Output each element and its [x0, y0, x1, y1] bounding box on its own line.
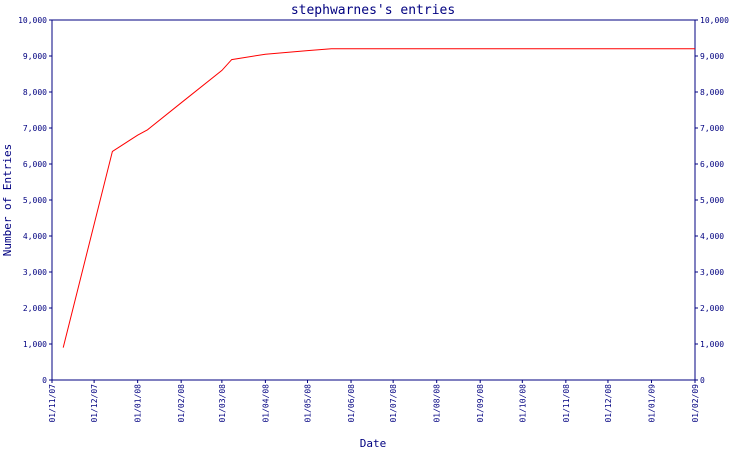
- x-axis-label: Date: [360, 437, 387, 450]
- x-tick-label: 01/09/08: [476, 384, 485, 423]
- y-tick-label-right: 8,000: [700, 88, 724, 97]
- y-tick-label-right: 9,000: [700, 52, 724, 61]
- y-axis-right: 0 1,000 2,000 3,000 4,000 5,000 6,000 7,000 8,00…: [695, 16, 729, 385]
- plot-frame: [51, 19, 696, 381]
- y-axis-left: 0 1,000 2,000 3,000 4,000 5,000 6,000 7,000 8,00…: [18, 16, 52, 385]
- y-tick-label-left: 1,000: [23, 340, 47, 349]
- x-tick-label: 01/05/08: [304, 384, 313, 423]
- x-tick-label: 01/08/08: [433, 384, 442, 423]
- series-line: [62, 48, 695, 348]
- x-tick-label: 01/12/07: [90, 384, 99, 423]
- x-tick-label: 01/02/08: [177, 384, 186, 423]
- y-tick-label-right: 10,000: [700, 16, 729, 25]
- x-tick-label: 01/11/08: [562, 384, 571, 423]
- y-tick-label-right: 7,000: [700, 124, 724, 133]
- y-tick-label-right: 6,000: [700, 160, 724, 169]
- y-tick-label-right: 1,000: [700, 340, 724, 349]
- y-tick-label-left: 8,000: [23, 88, 47, 97]
- y-tick-label-left: 10,000: [18, 16, 47, 25]
- x-tick-label: 01/06/08: [347, 384, 356, 423]
- x-tick-label: 01/12/08: [604, 384, 613, 423]
- x-tick-label: 01/11/07: [48, 384, 57, 423]
- series-layer: [62, 48, 695, 348]
- y-tick-label-left: 4,000: [23, 232, 47, 241]
- y-tick-label-right: 3,000: [700, 268, 724, 277]
- y-tick-label-left: 5,000: [23, 196, 47, 205]
- x-tick-label: 01/01/09: [647, 384, 656, 423]
- y-tick-label-right: 0: [700, 376, 705, 385]
- plot-border: [51, 19, 696, 381]
- y-tick-label-left: 6,000: [23, 160, 47, 169]
- y-tick-label-left: 7,000: [23, 124, 47, 133]
- x-tick-label: 01/07/08: [389, 384, 398, 423]
- y-tick-label-left: 3,000: [23, 268, 47, 277]
- x-axis: 01/11/07 01/12/07 01/01/08 01/02/08 01/03/08…: [48, 380, 700, 423]
- x-tick-label: 01/02/09: [691, 384, 700, 423]
- y-tick-label-right: 4,000: [700, 232, 724, 241]
- chart-title: stephwarnes's entries: [291, 3, 455, 18]
- x-tick-label: 01/04/08: [261, 384, 270, 423]
- x-tick-label: 01/03/08: [218, 384, 227, 423]
- x-tick-label: 01/01/08: [134, 384, 143, 423]
- x-tick-label: 01/10/08: [518, 384, 527, 423]
- y-axis-label: Number of Entries: [1, 144, 14, 257]
- y-tick-label-left: 2,000: [23, 304, 47, 313]
- y-tick-label-right: 5,000: [700, 196, 724, 205]
- y-tick-label-left: 0: [42, 376, 47, 385]
- y-tick-label-left: 9,000: [23, 52, 47, 61]
- y-tick-label-right: 2,000: [700, 304, 724, 313]
